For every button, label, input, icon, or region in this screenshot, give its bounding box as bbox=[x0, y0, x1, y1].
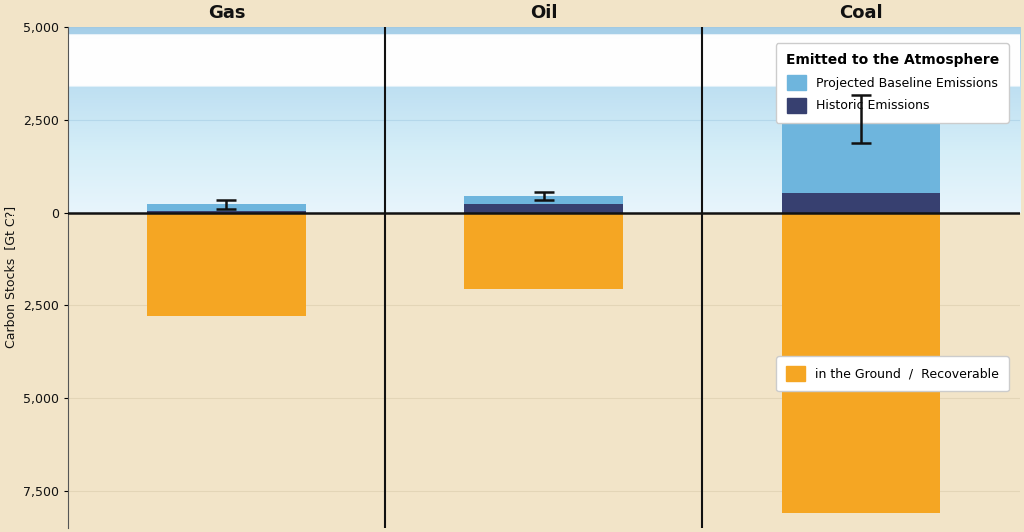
Ellipse shape bbox=[0, 63, 1024, 72]
Ellipse shape bbox=[0, 57, 1024, 66]
Ellipse shape bbox=[0, 48, 1024, 58]
Bar bbox=[68, 212, 1020, 528]
Ellipse shape bbox=[0, 61, 1024, 82]
Bar bbox=[465, 196, 624, 204]
Ellipse shape bbox=[0, 41, 1024, 49]
Ellipse shape bbox=[0, 63, 1024, 72]
Ellipse shape bbox=[0, 62, 1024, 73]
Ellipse shape bbox=[0, 44, 1024, 60]
Bar bbox=[781, 193, 940, 212]
Ellipse shape bbox=[0, 36, 1024, 44]
Ellipse shape bbox=[0, 48, 1024, 58]
Ellipse shape bbox=[0, 35, 1024, 43]
Ellipse shape bbox=[0, 43, 1024, 55]
Bar bbox=[465, 212, 624, 288]
Bar bbox=[781, 212, 940, 513]
Ellipse shape bbox=[0, 40, 1024, 50]
Ellipse shape bbox=[0, 48, 1024, 69]
Ellipse shape bbox=[0, 40, 1024, 53]
Ellipse shape bbox=[0, 61, 1024, 82]
Ellipse shape bbox=[0, 46, 1024, 62]
Bar bbox=[147, 212, 306, 317]
Ellipse shape bbox=[0, 41, 1024, 51]
Ellipse shape bbox=[0, 56, 1024, 72]
Ellipse shape bbox=[0, 47, 1024, 59]
Ellipse shape bbox=[0, 64, 1024, 86]
Ellipse shape bbox=[0, 56, 1024, 72]
Bar bbox=[465, 204, 624, 212]
Y-axis label: Carbon Stocks  [Gt C?]: Carbon Stocks [Gt C?] bbox=[4, 206, 17, 348]
Ellipse shape bbox=[0, 45, 1024, 65]
Ellipse shape bbox=[0, 51, 1024, 63]
Bar bbox=[147, 204, 306, 211]
Ellipse shape bbox=[0, 54, 1024, 72]
Ellipse shape bbox=[0, 41, 1024, 49]
Ellipse shape bbox=[0, 55, 1024, 73]
Bar bbox=[781, 119, 940, 193]
Bar bbox=[147, 211, 306, 212]
Ellipse shape bbox=[0, 66, 1024, 85]
Ellipse shape bbox=[0, 41, 1024, 52]
Ellipse shape bbox=[0, 66, 1024, 85]
Ellipse shape bbox=[0, 49, 1024, 64]
Ellipse shape bbox=[0, 60, 1024, 84]
Ellipse shape bbox=[0, 51, 1024, 63]
Ellipse shape bbox=[0, 51, 1024, 70]
Ellipse shape bbox=[0, 56, 1024, 65]
Legend: in the Ground  /  Recoverable: in the Ground / Recoverable bbox=[776, 356, 1009, 392]
